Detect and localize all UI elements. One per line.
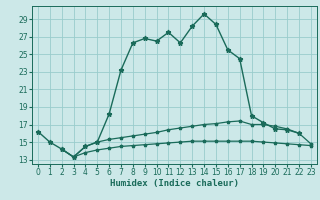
X-axis label: Humidex (Indice chaleur): Humidex (Indice chaleur) — [110, 179, 239, 188]
